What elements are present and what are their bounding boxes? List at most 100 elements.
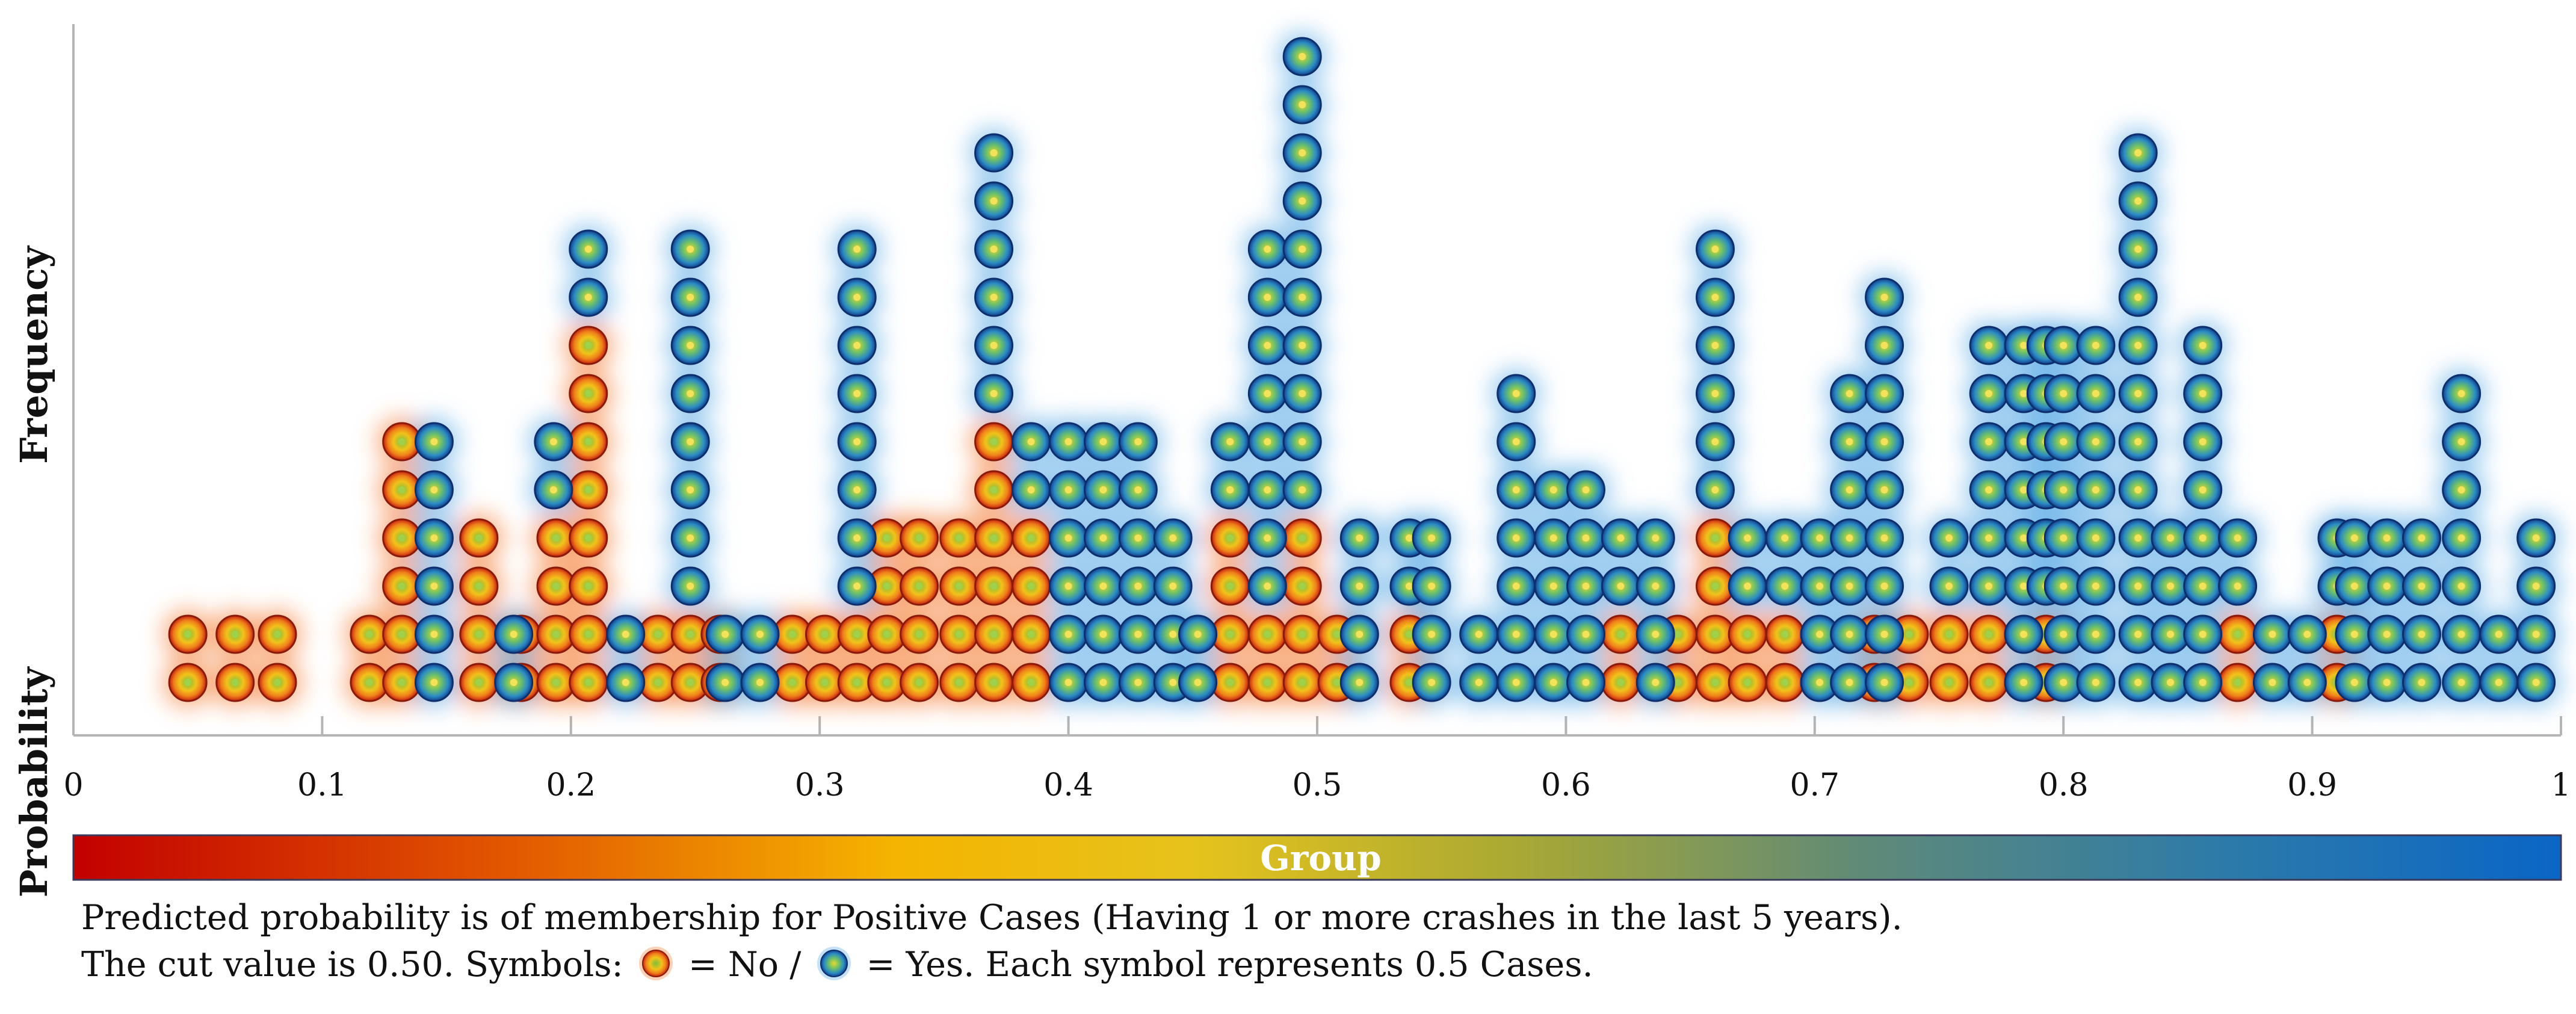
- symbol-center-dot: [2199, 486, 2207, 493]
- symbol-center-dot: [1985, 390, 1993, 397]
- symbol-center-dot: [2092, 631, 2099, 638]
- symbol-center-dot: [2060, 631, 2068, 638]
- symbol-center-dot: [1226, 583, 1234, 590]
- symbol-center-dot: [1617, 534, 1625, 542]
- symbol-center-dot: [552, 534, 560, 542]
- symbol-center-dot: [2020, 438, 2028, 445]
- symbol-center-dot: [990, 294, 998, 301]
- symbol-center-dot: [2303, 679, 2311, 686]
- symbol-center-dot: [1512, 486, 1520, 493]
- symbol-center-dot: [853, 438, 861, 445]
- symbol-center-dot: [1027, 438, 1035, 445]
- symbol-center-dot: [1099, 438, 1107, 445]
- symbol-center-dot: [2134, 294, 2142, 301]
- symbol-center-dot: [1617, 631, 1625, 638]
- caption-cut-value: The cut value is 0.50. Symbols:: [81, 945, 623, 985]
- symbol-center-dot: [2457, 631, 2465, 638]
- symbol-center-dot: [1299, 583, 1306, 590]
- symbol-center-dot: [2199, 438, 2207, 445]
- symbol-center-dot: [1652, 679, 1660, 686]
- symbol-center-dot: [1880, 294, 1888, 301]
- symbol-center-dot: [788, 679, 796, 686]
- symbol-center-dot: [687, 486, 694, 493]
- symbol-center-dot: [1299, 101, 1306, 108]
- symbol-center-dot: [184, 679, 192, 686]
- symbol-center-dot: [2020, 342, 2028, 349]
- symbol-center-dot: [1264, 534, 1271, 542]
- symbol-center-dot: [1405, 583, 1413, 590]
- symbol-center-dot: [2166, 583, 2174, 590]
- symbol-center-dot: [955, 534, 963, 542]
- symbol-center-dot: [1027, 583, 1035, 590]
- symbol-center-dot: [1880, 342, 1888, 349]
- symbol-center-dot: [821, 679, 829, 686]
- symbol-center-dot: [584, 438, 592, 445]
- symbol-center-dot: [1134, 631, 1142, 638]
- symbol-center-dot: [552, 679, 560, 686]
- symbol-center-dot: [510, 679, 517, 686]
- symbol-center-dot: [687, 390, 694, 397]
- symbol-center-dot: [1299, 438, 1306, 445]
- symbol-center-dot: [990, 486, 998, 493]
- symbol-center-dot: [1027, 486, 1035, 493]
- symbol-center-dot: [1299, 534, 1306, 542]
- symbol-center-dot: [1299, 486, 1306, 493]
- symbol-center-dot: [1134, 534, 1142, 542]
- symbol-center-dot: [1333, 679, 1341, 686]
- symbol-center-dot: [990, 438, 998, 445]
- symbol-center-dot: [1027, 679, 1035, 686]
- symbol-center-dot: [2060, 486, 2068, 493]
- symbol-center-dot: [1816, 534, 1824, 542]
- symbol-center-dot: [430, 486, 438, 493]
- y-axis-label: Frequency: [12, 245, 56, 464]
- symbol-center-dot: [2060, 679, 2068, 686]
- symbol-center-dot: [1134, 438, 1142, 445]
- symbol-center-dot: [1099, 679, 1107, 686]
- symbol-center-dot: [853, 342, 861, 349]
- symbol-center-dot: [853, 294, 861, 301]
- symbol-center-dot: [2350, 583, 2358, 590]
- symbol-center-dot: [756, 679, 764, 686]
- symbol-center-dot: [2350, 534, 2358, 542]
- symbol-center-dot: [430, 631, 438, 638]
- symbol-center-dot: [2457, 583, 2465, 590]
- symbol-center-dot: [1880, 486, 1888, 493]
- symbol-center-dot: [552, 631, 560, 638]
- symbol-center-dot: [1846, 534, 1853, 542]
- symbol-center-dot: [1356, 534, 1364, 542]
- symbol-center-dot: [1652, 534, 1660, 542]
- symbol-center-dot: [1169, 631, 1177, 638]
- symbol-center-dot: [231, 631, 239, 638]
- symbol-center-dot: [1617, 583, 1625, 590]
- symbol-center-dot: [1711, 534, 1719, 542]
- symbol-center-dot: [2092, 583, 2099, 590]
- symbol-center-dot: [2060, 438, 2068, 445]
- symbol-center-dot: [2020, 486, 2028, 493]
- symbol-center-dot: [2234, 679, 2241, 686]
- symbol-center-dot: [1299, 149, 1306, 156]
- symbol-center-dot: [2166, 679, 2174, 686]
- symbol-center-dot: [2134, 342, 2142, 349]
- symbol-center-dot: [687, 631, 694, 638]
- symbol-center-dot: [2166, 631, 2174, 638]
- symbol-center-dot: [2199, 534, 2207, 542]
- symbol-center-dot: [1169, 534, 1177, 542]
- symbol-center-dot: [1027, 631, 1035, 638]
- symbol-center-dot: [1428, 631, 1436, 638]
- symbol-center-dot: [1711, 246, 1719, 253]
- symbol-center-dot: [687, 583, 694, 590]
- symbol-center-dot: [2060, 342, 2068, 349]
- symbol-center-dot: [1264, 631, 1271, 638]
- symbol-center-dot: [1264, 342, 1271, 349]
- symbol-center-dot: [2383, 583, 2391, 590]
- color-bar-label: Group: [1260, 838, 1382, 879]
- symbol-center-dot: [883, 631, 891, 638]
- symbol-center-dot: [1549, 631, 1557, 638]
- legend-yes-symbol-icon: [817, 946, 851, 980]
- symbol-center-dot: [2092, 534, 2099, 542]
- symbol-center-dot: [1405, 534, 1413, 542]
- symbol-center-dot: [1711, 390, 1719, 397]
- symbol-center-dot: [398, 631, 406, 638]
- symbol-center-dot: [1549, 486, 1557, 493]
- symbol-center-dot: [1264, 246, 1271, 253]
